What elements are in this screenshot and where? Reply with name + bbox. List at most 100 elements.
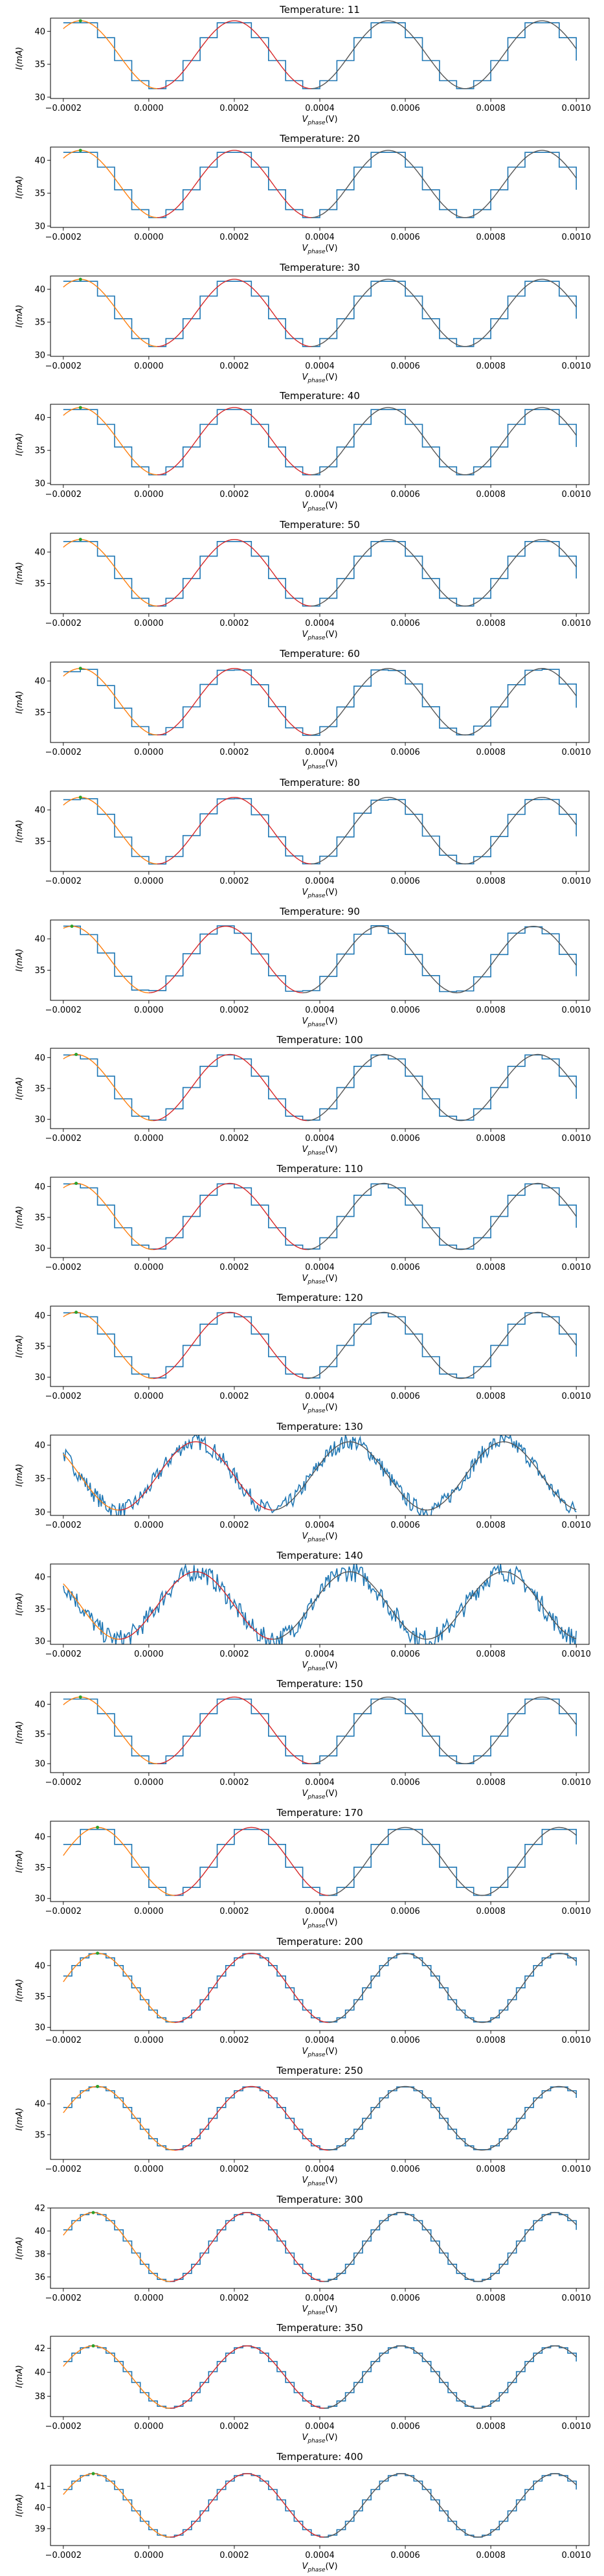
chart-panel-0: Temperature: 11 −0.0002 0.0000 0.0002 0.0004… (15, 4, 591, 126)
y-tick-label: 30 (34, 351, 45, 360)
y-tick-label: 40 (34, 1833, 45, 1843)
x-tick-label: 0.0002 (219, 619, 249, 628)
x-tick-label: 0.0002 (219, 1778, 249, 1788)
chart-panel-19: Temperature: 400 −0.0002 0.0000 0.0002 0.000… (15, 2451, 591, 2573)
x-tick-label: 0.0008 (476, 2165, 505, 2174)
x-tick-label: 0.0008 (476, 2422, 505, 2432)
y-tick-label: 35 (34, 60, 45, 70)
x-tick-label: 0.0008 (476, 362, 505, 371)
fit-curve-right (273, 1570, 577, 1640)
y-tick-label: 30 (34, 1760, 45, 1769)
y-axis-label: I(mA) (15, 1979, 25, 2002)
y-axis-label: I(mA) (15, 47, 25, 69)
fit-curve-middle (174, 1826, 329, 1896)
y-tick-label: 40 (34, 805, 45, 815)
x-axis-label: Vphase(V) (302, 501, 337, 512)
x-tick-label: 0.0010 (561, 877, 590, 886)
y-tick-label: 30 (34, 1373, 45, 1383)
y-tick-label: 35 (34, 1342, 45, 1351)
x-tick-label: 0.0004 (305, 1263, 334, 1272)
x-tick-label: −0.0002 (45, 362, 82, 371)
x-tick-label: 0.0004 (305, 104, 334, 113)
chart-panel-17: Temperature: 300 −0.0002 0.0000 0.0002 0.000… (15, 2194, 591, 2316)
x-tick-label: 0.0006 (390, 748, 419, 757)
x-tick-label: 0.0002 (219, 2036, 249, 2045)
y-tick-label: 30 (34, 2023, 45, 2033)
x-axis-label: Vphase(V) (302, 1403, 337, 1414)
chart-title: Temperature: 90 (279, 906, 360, 917)
measured-current-line (63, 798, 577, 865)
y-tick-label: 35 (34, 317, 45, 327)
x-tick-label: 0.0000 (134, 1521, 163, 1530)
y-axis-label: I(mA) (15, 1077, 25, 1101)
y-tick-label: 35 (34, 1730, 45, 1740)
y-axis-label: I(mA) (15, 2237, 25, 2260)
x-tick-label: 0.0006 (390, 1392, 419, 1401)
x-tick-label: 0.0010 (561, 748, 590, 757)
chart-panel-14: Temperature: 170 −0.0002 0.0000 0.0002 0.000… (15, 1807, 591, 1929)
x-tick-label: 0.0004 (305, 2036, 334, 2045)
x-tick-label: 0.0000 (134, 1134, 163, 1144)
fit-curve-left (63, 1453, 119, 1511)
chart-panel-6: Temperature: 80 −0.0002 0.0000 0.0002 0.0004… (15, 777, 591, 899)
y-axis-label: I(mA) (15, 1593, 25, 1616)
x-tick-label: 0.0008 (476, 619, 505, 628)
peak-marker (96, 1826, 100, 1830)
plot-frame (50, 404, 590, 485)
fit-curve-right (307, 1054, 577, 1121)
x-tick-label: 0.0002 (219, 2422, 249, 2432)
fit-curve-middle (157, 667, 311, 736)
chart-title: Temperature: 50 (279, 519, 360, 531)
peak-marker (74, 1311, 78, 1315)
x-tick-label: 0.0010 (561, 2551, 590, 2560)
fit-curve-left (63, 20, 158, 89)
x-tick-label: 0.0000 (134, 1263, 163, 1272)
x-tick-label: −0.0002 (45, 619, 82, 628)
x-tick-label: −0.0002 (45, 1907, 82, 1916)
x-tick-label: 0.0002 (219, 490, 249, 500)
y-tick-label: 40 (34, 156, 45, 166)
plot-frame (50, 1048, 590, 1129)
fit-curve-right (307, 1311, 577, 1379)
y-tick-label: 40 (34, 2099, 45, 2109)
x-tick-label: 0.0008 (476, 490, 505, 500)
fit-curve-right (328, 1826, 577, 1896)
fit-curve-right (324, 2345, 577, 2409)
x-tick-label: 0.0010 (561, 1006, 590, 1015)
y-axis-label: I(mA) (15, 1206, 25, 1229)
y-axis-label: I(mA) (15, 1721, 25, 1745)
x-axis-label: Vphase(V) (302, 244, 337, 255)
peak-marker (74, 1053, 78, 1057)
chart-panel-11: Temperature: 130 −0.0002 0.0000 0.0002 0.000… (15, 1421, 591, 1543)
x-tick-label: 0.0006 (390, 1778, 419, 1788)
fit-curve-middle (170, 2345, 324, 2409)
fit-curve-middle (153, 1182, 308, 1250)
fit-curve-right (324, 2211, 577, 2282)
x-tick-label: 0.0000 (134, 490, 163, 500)
x-tick-label: 0.0010 (561, 362, 590, 371)
fit-curve-middle (118, 1570, 273, 1640)
chart-title: Temperature: 170 (276, 1807, 363, 1819)
plot-frame (50, 919, 590, 1001)
y-tick-label: 40 (34, 1700, 45, 1710)
x-tick-label: 0.0002 (219, 362, 249, 371)
y-tick-label: 40 (34, 1182, 45, 1192)
x-tick-label: 0.0006 (390, 1006, 419, 1015)
y-tick-label: 40 (34, 548, 45, 558)
x-tick-label: 0.0010 (561, 619, 590, 628)
y-tick-label: 35 (34, 1863, 45, 1873)
x-tick-label: 0.0004 (305, 619, 334, 628)
y-tick-label: 36 (34, 2272, 45, 2282)
y-tick-label: 40 (34, 2503, 45, 2513)
peak-marker (91, 2344, 95, 2348)
x-tick-label: 0.0002 (219, 877, 249, 886)
fit-curve-middle (170, 2473, 324, 2538)
x-tick-label: −0.0002 (45, 1006, 82, 1015)
x-tick-label: 0.0000 (134, 1006, 163, 1015)
fit-curve-left (63, 278, 158, 347)
x-tick-label: 0.0002 (219, 1134, 249, 1144)
x-tick-label: 0.0000 (134, 2422, 163, 2432)
measured-current-line (63, 2211, 577, 2282)
x-tick-label: 0.0000 (134, 362, 163, 371)
fit-curve-middle (157, 796, 311, 864)
